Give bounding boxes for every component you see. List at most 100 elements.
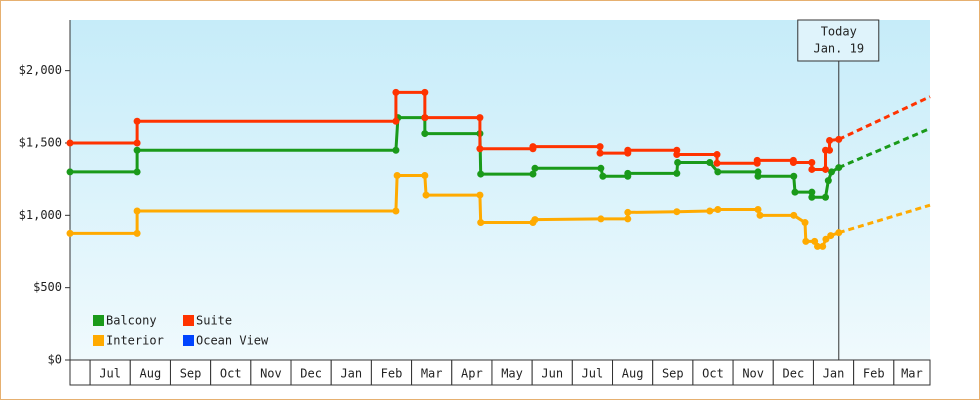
price-point xyxy=(808,188,816,196)
price-point xyxy=(802,237,810,245)
price-point xyxy=(790,211,798,219)
legend-swatch xyxy=(183,315,194,326)
price-point xyxy=(597,164,605,172)
legend-swatch xyxy=(93,335,104,346)
price-point xyxy=(673,208,681,216)
x-tick-label: Aug xyxy=(622,367,644,381)
price-point xyxy=(421,172,429,180)
price-point xyxy=(826,146,834,154)
price-point xyxy=(392,146,400,154)
month-box xyxy=(370,359,413,386)
x-tick-label: Jul xyxy=(99,367,121,381)
price-point xyxy=(477,170,485,178)
price-point xyxy=(66,168,74,176)
price-point xyxy=(813,242,821,250)
price-point xyxy=(422,191,430,199)
month-box xyxy=(652,359,694,386)
month-box xyxy=(893,359,931,386)
price-point xyxy=(808,193,816,201)
legend-label: Suite xyxy=(196,314,232,328)
price-point xyxy=(133,117,141,125)
month-box xyxy=(210,359,252,386)
price-point xyxy=(133,168,141,176)
price-point xyxy=(393,172,401,180)
legend-label: Interior xyxy=(106,334,164,348)
x-tick-label: Apr xyxy=(461,367,483,381)
x-tick-label: Oct xyxy=(220,367,242,381)
today-label: Jan. 19 xyxy=(813,42,864,56)
price-point xyxy=(599,172,607,180)
legend-swatch xyxy=(183,335,194,346)
month-box xyxy=(169,359,212,386)
x-tick-label: Jan xyxy=(823,367,845,381)
x-tick-label: Jan xyxy=(340,367,362,381)
x-tick-label: Feb xyxy=(381,367,403,381)
legend-swatch xyxy=(93,315,104,326)
month-box xyxy=(250,359,292,386)
x-tick-label: Sep xyxy=(180,367,202,381)
price-point xyxy=(624,169,632,177)
price-point xyxy=(531,164,539,172)
month-box xyxy=(772,359,814,386)
price-point xyxy=(801,219,809,227)
month-box xyxy=(571,359,614,386)
y-tick-label: $500 xyxy=(33,280,62,294)
price-point xyxy=(790,172,798,180)
today-label: Today xyxy=(821,25,857,39)
price-point xyxy=(392,88,400,96)
price-point xyxy=(706,207,714,215)
x-tick-label: May xyxy=(501,367,523,381)
price-point xyxy=(789,159,797,167)
price-point xyxy=(133,139,141,147)
price-point xyxy=(624,215,632,223)
price-point xyxy=(713,151,721,159)
x-tick-label: Nov xyxy=(260,367,282,381)
month-box xyxy=(129,359,171,386)
x-tick-label: Dec xyxy=(783,367,805,381)
price-point xyxy=(597,215,605,223)
legend-label: Balcony xyxy=(106,314,157,328)
today-box xyxy=(797,19,880,62)
price-point xyxy=(133,229,141,237)
y-tick-label: $2,000 xyxy=(19,63,62,77)
x-tick-label: Jun xyxy=(541,367,563,381)
legend-label: Ocean View xyxy=(196,334,269,348)
y-tick-label: $1,000 xyxy=(19,208,62,222)
price-point xyxy=(529,170,537,178)
price-point xyxy=(392,207,400,215)
price-point xyxy=(828,168,836,176)
price-point xyxy=(822,235,830,243)
x-tick-label: Nov xyxy=(742,367,764,381)
price-point xyxy=(706,159,714,167)
price-point xyxy=(477,219,485,227)
price-point xyxy=(824,177,832,185)
price-point xyxy=(754,172,762,180)
price-point xyxy=(421,130,429,138)
x-tick-label: Mar xyxy=(421,367,443,381)
month-box xyxy=(531,359,573,386)
price-point xyxy=(596,143,604,151)
price-point xyxy=(753,156,761,164)
price-point xyxy=(133,207,141,215)
price-point xyxy=(754,206,762,214)
projection-line xyxy=(838,95,931,141)
price-point xyxy=(822,193,830,201)
price-point xyxy=(66,139,74,147)
price-point xyxy=(476,145,484,153)
plot-area xyxy=(70,20,930,360)
price-point xyxy=(827,232,835,240)
x-tick-label: Mar xyxy=(901,367,923,381)
x-tick-label: Oct xyxy=(702,367,724,381)
price-point xyxy=(819,242,827,250)
month-box xyxy=(451,359,493,386)
month-box xyxy=(692,359,734,386)
y-tick-label: $0 xyxy=(48,353,62,367)
price-point xyxy=(713,159,721,167)
price-point xyxy=(596,149,604,157)
price-point xyxy=(529,143,537,151)
price-point xyxy=(791,188,799,196)
price-point xyxy=(133,146,141,154)
month-box xyxy=(812,359,855,386)
x-tick-label: Jul xyxy=(582,367,604,381)
price-point xyxy=(714,168,722,176)
